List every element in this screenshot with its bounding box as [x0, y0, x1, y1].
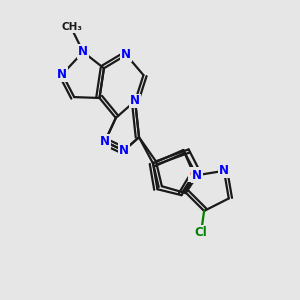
Text: O: O [189, 168, 199, 181]
Text: N: N [130, 94, 140, 107]
Text: CH₃: CH₃ [61, 22, 82, 32]
Text: N: N [192, 169, 202, 182]
Text: N: N [121, 48, 131, 62]
Text: N: N [78, 45, 88, 58]
Text: N: N [100, 135, 110, 148]
Text: N: N [119, 144, 129, 157]
Text: Cl: Cl [195, 226, 208, 239]
Text: N: N [219, 164, 229, 177]
Text: N: N [57, 68, 67, 81]
